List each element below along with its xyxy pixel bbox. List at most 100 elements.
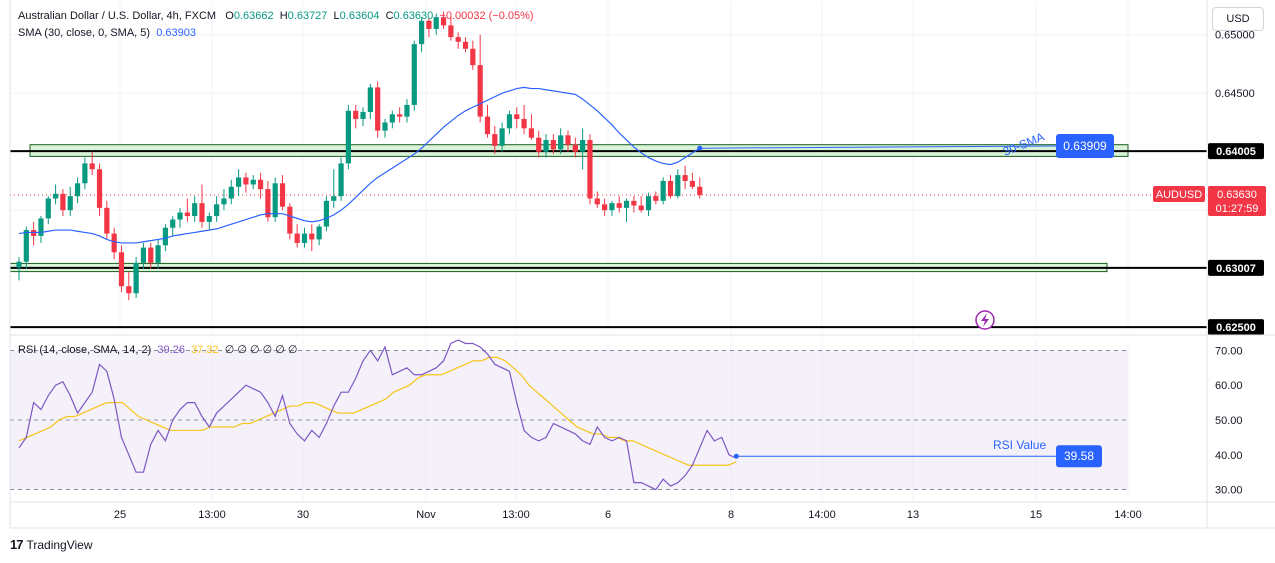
sma-30-line — [18, 86, 701, 244]
candle-body — [67, 196, 73, 211]
symbol-tag-label: AUDUSD — [1156, 189, 1203, 201]
level-tag — [1208, 143, 1264, 160]
candle-body — [294, 233, 300, 243]
candle-body — [228, 186, 234, 199]
price-tags: AUDUSD 0.63630 01:27:59 — [975, 185, 1266, 330]
time-tick-label: 8 — [728, 509, 734, 521]
sma-callout-line — [699, 145, 1057, 149]
time-tick-label: 13:00 — [198, 509, 226, 521]
candle-body — [60, 193, 66, 211]
candle-body — [616, 203, 622, 208]
sma-label: SMA (30, close, 0, SMA, 5) — [18, 27, 151, 39]
candle-body — [558, 135, 564, 150]
candle-body — [170, 219, 176, 228]
rsi-tick-label: 30.00 — [1215, 485, 1243, 497]
time-tick-label: 13 — [907, 509, 919, 521]
candle-body — [155, 245, 161, 263]
rsi-label: RSI (14, close, SMA, 14, 2) — [18, 344, 152, 356]
candle-body — [528, 128, 534, 138]
candle-body — [455, 37, 461, 42]
low-label: L — [333, 10, 340, 22]
rsi-extras: ∅ ∅ ∅ ∅ ∅ ∅ — [224, 344, 298, 356]
candle-body — [404, 104, 410, 117]
candle-body — [521, 118, 527, 129]
rsi-header: RSI (14, close, SMA, 14, 2) 39.26 37.32 … — [18, 343, 298, 356]
candle-body — [462, 41, 469, 49]
candle-body — [16, 261, 22, 268]
candle-body — [550, 140, 556, 150]
price-zones — [9, 144, 1129, 273]
price-tag — [1208, 185, 1266, 216]
candle-body — [609, 203, 615, 211]
candle-body — [126, 286, 132, 294]
candle-body — [623, 200, 630, 208]
candle-body — [89, 163, 95, 170]
candle-body — [206, 216, 212, 222]
rsi-tick-label: 40.00 — [1215, 450, 1243, 462]
open-label: O — [225, 10, 234, 22]
sma-header: SMA (30, close, 0, SMA, 5) 0.63903 — [18, 27, 196, 39]
symbol-title: Australian Dollar / U.S. Dollar, 4h, FXC… — [18, 10, 217, 22]
candle-body — [345, 110, 351, 164]
currency-button[interactable]: USD — [1212, 7, 1264, 31]
rsi-line — [18, 339, 737, 491]
candle-body — [214, 204, 220, 217]
candle-body — [594, 198, 600, 205]
candle-body — [38, 218, 44, 236]
candle-body — [23, 230, 29, 262]
candle-body — [287, 206, 293, 234]
candle-body — [184, 212, 190, 217]
rsi-tick-label: 60.00 — [1215, 380, 1243, 392]
candle-body — [587, 140, 593, 199]
close-value: 0.63630 — [393, 10, 434, 22]
candle-body — [631, 200, 637, 206]
level-tag-label: 0.62500 — [1216, 322, 1256, 334]
candle-body — [675, 175, 681, 197]
candle-body — [118, 252, 125, 287]
candle-body — [653, 196, 659, 201]
candle-body — [411, 44, 417, 105]
candle-body — [689, 180, 696, 187]
candle-body — [602, 204, 608, 211]
time-tick-label: 14:00 — [1114, 509, 1142, 521]
candle-body — [309, 233, 315, 240]
horizontal-levels: 0.64005 0.63007 0.62500 — [10, 143, 1264, 336]
candle-body — [111, 233, 117, 253]
level-tag — [1208, 259, 1264, 276]
open-value: 0.63662 — [233, 10, 274, 22]
time-tick-label: 25 — [114, 509, 126, 521]
candle-body — [667, 180, 674, 197]
candle-body — [426, 20, 432, 29]
candle-body — [338, 163, 344, 197]
candle-body — [367, 87, 373, 112]
axes: 0.65000 0.64500 25 13:00 30 Nov 13:00 6 8 14:00 13… — [9, 0, 1275, 529]
candlesticks — [16, 11, 703, 301]
candle-body — [243, 177, 249, 185]
candle-body — [140, 247, 147, 263]
candle-body — [506, 114, 513, 129]
rsi-tick-label: 70.00 — [1215, 345, 1243, 357]
candle-body — [682, 175, 688, 181]
candle-body — [565, 135, 571, 145]
candle-body — [82, 163, 88, 184]
candle-body — [514, 114, 520, 119]
price-tick-label: 0.64500 — [1215, 88, 1255, 100]
time-tick-label: 13:00 — [502, 509, 530, 521]
candle-body — [389, 114, 395, 123]
candle-body — [279, 183, 286, 207]
candle-body — [236, 177, 242, 187]
candle-body — [572, 144, 578, 152]
change-value: −0.00032 (−0.05%) — [439, 10, 534, 22]
rsi-ma-line — [18, 356, 737, 466]
rsi-ma-value: 37.32 — [191, 344, 219, 356]
candle-body — [638, 205, 644, 211]
candle-body — [433, 17, 439, 29]
lightning-bolt-icon — [981, 313, 989, 327]
candle-body — [53, 193, 59, 199]
price-tag-label: 0.63630 — [1217, 189, 1257, 201]
tradingview-logo-icon: 17 — [10, 537, 24, 552]
candle-body — [470, 48, 476, 66]
rsi-value-label: 39.58 — [1064, 449, 1094, 463]
rsi-tick-label: 50.00 — [1215, 415, 1243, 427]
